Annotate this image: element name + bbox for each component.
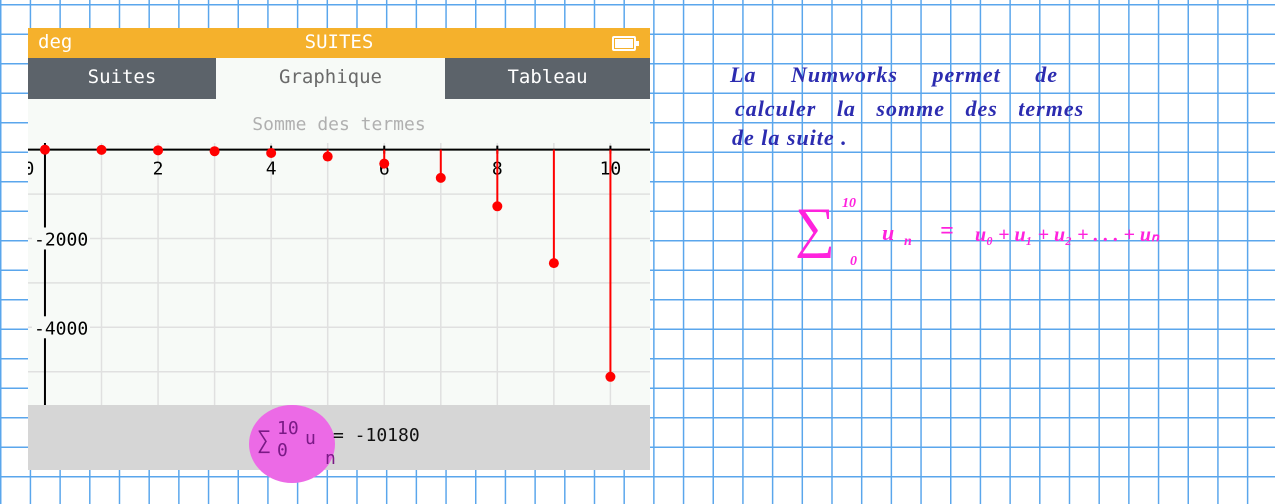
calculator-screen: deg SUITES Suites Graphique Tableau Somm… [28,28,650,483]
x-tick-label: 6 [379,159,390,180]
battery-full-icon [612,36,639,51]
note-line-3: de la suite . [732,125,848,150]
sum-upper-bound: 10 [277,418,299,439]
sigma-symbol: ∑ [257,426,272,454]
highlight-marker [249,405,335,483]
y-tick-label-bg [32,316,90,339]
data-point [379,158,390,169]
sum-index: n [325,448,336,469]
status-bar: deg SUITES [28,28,650,58]
data-point [39,144,50,155]
graph-banner: Somme des termes [252,114,426,135]
data-point [492,201,503,212]
data-point [266,147,277,158]
data-point [96,144,107,155]
data-point [548,258,559,269]
data-point [435,172,446,183]
note-line-2: calculer la somme des termes [735,96,1085,121]
data-point [153,145,164,156]
formula-lower: 0 [850,254,857,269]
y-tick-label: -2000 [34,229,88,250]
sum-value: = -10180 [333,425,420,446]
formula-sigma: ∑ [795,197,835,259]
tab-tableau[interactable]: Tableau [445,58,650,99]
x-tick-label: 0 [28,159,34,180]
tab-suites[interactable]: Suites [28,58,216,99]
formula-rhs: u₀ + u₁ + u₂ + . . . + uₙ [975,224,1159,246]
tab-graphique[interactable]: Graphique [216,58,445,99]
formula-equals: = [940,218,954,244]
data-point [209,146,220,157]
y-tick-label: -4000 [34,318,88,339]
result-panel: ∑ 10 0 u n = -10180 [28,405,650,483]
sequence-plot[interactable]: 0246810-2000-4000 [28,28,650,405]
tab-bar: Suites Graphique Tableau [28,58,650,99]
angle-mode: deg [38,31,73,53]
formula-upper: 10 [842,196,856,211]
x-tick-label: 4 [266,159,277,180]
note-line-1: La Numworks permet de [730,62,1059,87]
formula-lhs-index: n [904,234,912,249]
formula-lhs: u [882,220,895,245]
sum-lower-bound: 0 [277,440,288,461]
app-title: SUITES [304,31,374,53]
data-point [605,371,616,382]
sum-term: u [305,428,316,449]
data-point [322,151,333,162]
y-tick-label-bg [32,227,90,250]
x-tick-label: 2 [153,159,164,180]
